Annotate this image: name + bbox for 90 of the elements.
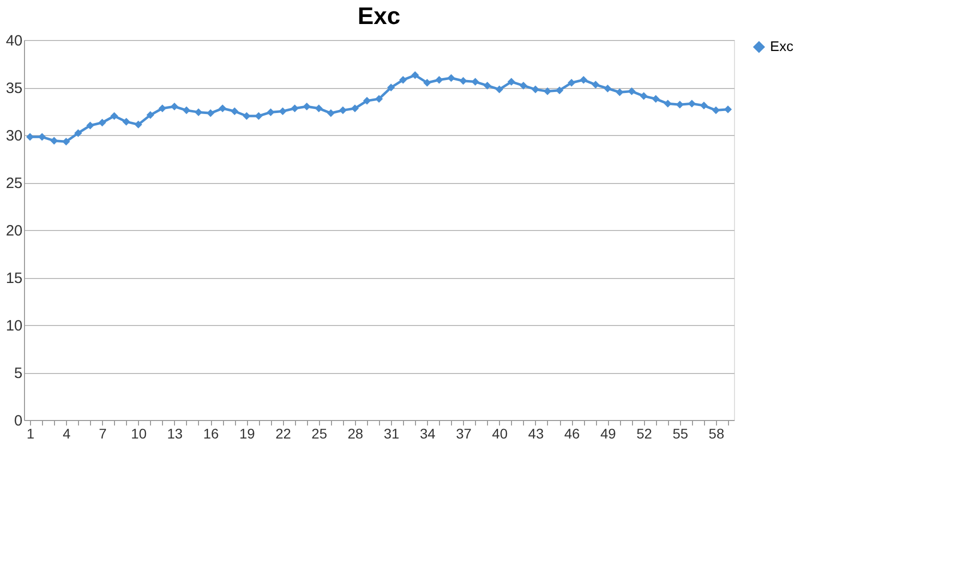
- point: [712, 106, 720, 114]
- point: [520, 82, 528, 90]
- point: [363, 96, 371, 105]
- point: [628, 87, 636, 96]
- point: [134, 120, 142, 128]
- point: [508, 78, 516, 86]
- y-tick-label: 40: [6, 32, 22, 50]
- x-tick-label: 52: [636, 426, 652, 442]
- x-tick-label: 16: [203, 426, 220, 442]
- point: [556, 86, 564, 94]
- x-tick-label: 13: [167, 426, 183, 442]
- point: [26, 133, 34, 141]
- point: [146, 111, 154, 119]
- point: [676, 100, 684, 108]
- x-tick-label: 22: [275, 426, 292, 442]
- y-tick-label: 10: [6, 318, 22, 334]
- point: [230, 107, 238, 116]
- point: [616, 88, 624, 96]
- point: [50, 136, 58, 145]
- point: [194, 108, 202, 116]
- legend-label: Exc: [770, 38, 794, 54]
- x-tick-label: 37: [456, 426, 472, 442]
- x-tick-label: 1: [26, 426, 35, 442]
- point: [640, 92, 648, 100]
- point: [182, 106, 190, 114]
- y-tick-label: 30: [6, 128, 22, 144]
- x-tick-label: 34: [420, 426, 436, 442]
- point: [483, 82, 492, 90]
- point: [242, 112, 250, 120]
- point: [254, 112, 263, 120]
- y-tick-label: 15: [6, 270, 22, 287]
- x-tick-label: 46: [564, 426, 580, 442]
- point: [544, 87, 552, 96]
- point: [122, 118, 130, 126]
- point: [74, 129, 82, 137]
- point: [592, 80, 600, 89]
- point: [206, 109, 214, 118]
- point: [435, 76, 444, 84]
- point: [447, 74, 456, 82]
- x-tick-label: 58: [708, 426, 724, 442]
- point: [314, 104, 323, 112]
- point: [387, 84, 395, 92]
- x-tick-label: 40: [492, 426, 508, 442]
- y-tick-label: 5: [14, 365, 22, 382]
- y-tick-label: 0: [14, 412, 22, 430]
- x-tick-label: 28: [348, 426, 364, 442]
- y-tick-label: 20: [6, 222, 22, 240]
- point: [170, 102, 178, 110]
- point: [652, 95, 660, 103]
- x-tick-label: 7: [98, 426, 107, 442]
- y-tick-label: 35: [6, 80, 22, 97]
- point: [604, 84, 612, 92]
- x-tick-label: 25: [312, 426, 328, 442]
- point: [399, 76, 407, 84]
- point: [664, 100, 672, 108]
- x-tick-label: 31: [384, 426, 400, 442]
- x-tick-label: 10: [131, 426, 147, 442]
- point: [532, 86, 540, 94]
- point: [688, 100, 696, 108]
- point: [351, 104, 359, 112]
- x-tick-label: 43: [528, 426, 544, 442]
- x-tick-label: 4: [62, 426, 71, 442]
- point: [495, 86, 504, 94]
- chart-title: Exc: [358, 3, 400, 30]
- point: [580, 76, 588, 84]
- x-tick-label: 55: [672, 426, 688, 442]
- point: [158, 104, 166, 112]
- point: [700, 102, 708, 110]
- point: [62, 138, 70, 146]
- point: [459, 76, 468, 85]
- point: [326, 109, 335, 118]
- point: [266, 108, 275, 116]
- point: [302, 102, 311, 110]
- point: [411, 71, 419, 80]
- point: [471, 78, 480, 86]
- point: [568, 78, 576, 87]
- point: [375, 95, 383, 103]
- point: [423, 78, 432, 87]
- y-tick-label: 25: [6, 175, 22, 192]
- point: [290, 104, 299, 112]
- point: [339, 106, 347, 114]
- point: [218, 104, 226, 112]
- point: [86, 122, 94, 130]
- point: [278, 107, 287, 116]
- point: [38, 133, 46, 141]
- point: [98, 118, 106, 127]
- point: [724, 105, 732, 114]
- x-tick-label: 49: [600, 426, 616, 442]
- point: [110, 112, 118, 120]
- x-tick-label: 19: [239, 426, 256, 442]
